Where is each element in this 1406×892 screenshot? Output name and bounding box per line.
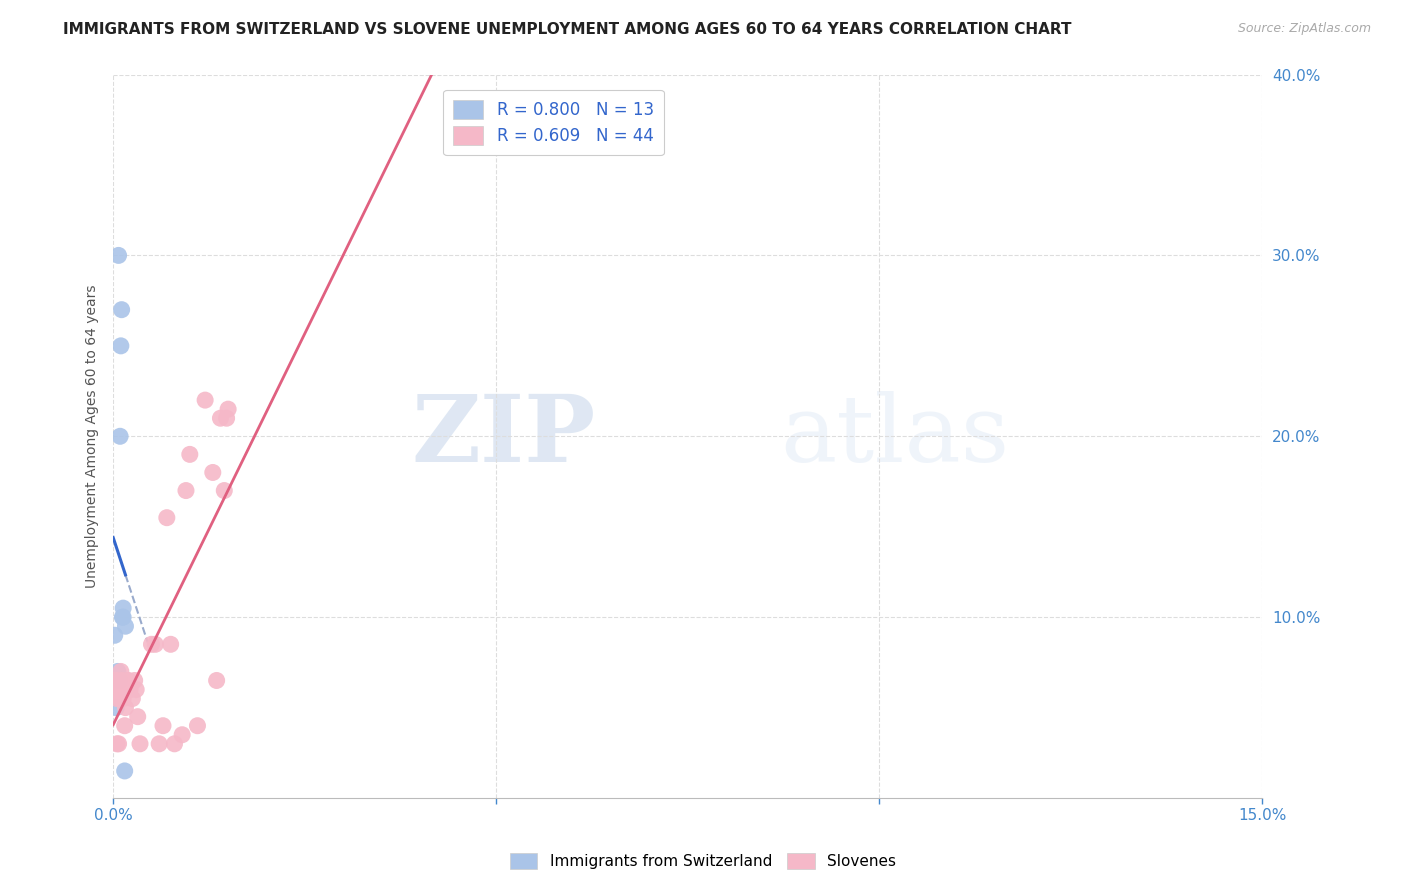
Point (110, 665, 132, 679)
Point (110, 673, 132, 688)
Point (141, 637, 163, 651)
Text: ZIP: ZIP (412, 392, 596, 482)
Point (148, 737, 170, 751)
Point (156, 510, 179, 524)
Point (114, 700, 136, 714)
Point (103, 673, 125, 688)
Point (201, 466, 224, 480)
Point (174, 483, 197, 498)
Point (217, 402, 239, 417)
Point (112, 691, 135, 706)
Point (107, 665, 129, 679)
Point (129, 737, 152, 751)
Point (214, 483, 236, 498)
Point (205, 673, 228, 688)
Point (111, 610, 134, 624)
Point (114, 764, 136, 778)
Point (104, 682, 127, 697)
Point (179, 447, 201, 461)
Point (105, 691, 128, 706)
Point (112, 610, 135, 624)
Point (110, 302, 132, 317)
Point (112, 682, 135, 697)
Point (108, 673, 131, 688)
Point (107, 682, 129, 697)
Point (105, 737, 128, 751)
Legend: Immigrants from Switzerland, Slovenes: Immigrants from Switzerland, Slovenes (503, 847, 903, 875)
Point (110, 339, 132, 353)
Point (152, 719, 174, 733)
Point (104, 628, 127, 642)
Point (172, 728, 194, 742)
Point (209, 411, 232, 425)
Point (115, 673, 138, 688)
Point (186, 719, 208, 733)
Point (159, 637, 181, 651)
Point (107, 248, 129, 262)
Text: IMMIGRANTS FROM SWITZERLAND VS SLOVENE UNEMPLOYMENT AMONG AGES 60 TO 64 YEARS CO: IMMIGRANTS FROM SWITZERLAND VS SLOVENE U… (63, 22, 1071, 37)
Point (125, 682, 148, 697)
Point (163, 737, 186, 751)
Point (117, 673, 139, 688)
Point (108, 691, 131, 706)
Point (127, 709, 149, 723)
Point (111, 682, 134, 697)
Point (215, 411, 238, 425)
Point (108, 682, 131, 697)
Point (194, 393, 217, 408)
Point (105, 673, 128, 688)
Point (118, 682, 141, 697)
Text: atlas: atlas (780, 392, 1010, 482)
Text: Source: ZipAtlas.com: Source: ZipAtlas.com (1237, 22, 1371, 36)
Point (108, 429, 131, 443)
Point (112, 601, 135, 615)
Point (114, 619, 136, 633)
Point (121, 691, 143, 706)
Point (107, 682, 129, 697)
Point (105, 700, 128, 714)
Point (124, 673, 146, 688)
Point (107, 737, 129, 751)
Legend: R = 0.800   N = 13, R = 0.609   N = 44: R = 0.800 N = 13, R = 0.609 N = 44 (443, 90, 664, 155)
Y-axis label: Unemployment Among Ages 60 to 64 years: Unemployment Among Ages 60 to 64 years (86, 285, 100, 588)
Point (114, 719, 136, 733)
Point (143, 637, 166, 651)
Point (104, 673, 127, 688)
